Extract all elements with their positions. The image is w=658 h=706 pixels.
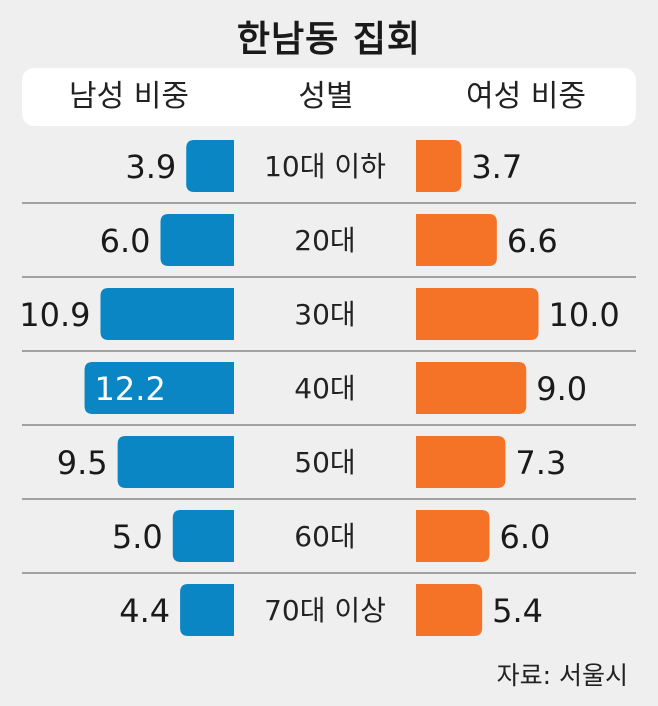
age-group-label: 10대 이하 xyxy=(264,150,386,183)
male-bar xyxy=(84,362,234,414)
column-header-bar: 남성 비중 성별 여성 비중 xyxy=(22,68,636,126)
chart-title: 한남동 집회 xyxy=(236,19,422,60)
female-bar xyxy=(416,510,490,562)
age-group-label: 30대 xyxy=(294,298,355,331)
male-share-header: 남성 비중 xyxy=(69,79,189,114)
male-value-label: 6.0 xyxy=(100,222,151,260)
female-value-label: 5.4 xyxy=(492,592,543,630)
age-group-label: 70대 이상 xyxy=(264,594,386,627)
female-value-label: 7.3 xyxy=(515,444,566,482)
age-group-label: 20대 xyxy=(294,224,355,257)
gender-header: 성별 xyxy=(298,79,354,114)
female-bar xyxy=(416,140,462,192)
female-bar xyxy=(416,214,497,266)
female-share-header: 여성 비중 xyxy=(466,79,586,114)
age-group-label: 50대 xyxy=(294,446,355,479)
female-bar xyxy=(416,584,483,636)
female-bar xyxy=(416,288,539,340)
male-bar xyxy=(180,584,234,636)
male-value-label: 9.5 xyxy=(57,444,108,482)
male-value-label: 3.9 xyxy=(125,148,176,186)
age-group-label: 60대 xyxy=(294,520,355,553)
male-bar xyxy=(117,436,234,488)
source-note: 자료: 서울시 xyxy=(496,661,628,690)
male-bar xyxy=(100,288,234,340)
male-bar xyxy=(186,140,234,192)
female-value-label: 6.6 xyxy=(507,222,558,260)
female-value-label: 3.7 xyxy=(471,148,522,186)
female-value-label: 6.0 xyxy=(500,518,551,556)
female-value-label: 9.0 xyxy=(536,370,587,408)
male-bar xyxy=(160,214,234,266)
male-value-label: 10.9 xyxy=(19,296,90,334)
male-value-label: 12.2 xyxy=(95,370,166,408)
male-bar xyxy=(172,510,234,562)
female-bar xyxy=(416,436,506,488)
male-value-label: 5.0 xyxy=(112,518,163,556)
female-value-label: 10.0 xyxy=(549,296,620,334)
female-bar xyxy=(416,362,527,414)
male-value-label: 4.4 xyxy=(119,592,170,630)
age-group-label: 40대 xyxy=(294,372,355,405)
